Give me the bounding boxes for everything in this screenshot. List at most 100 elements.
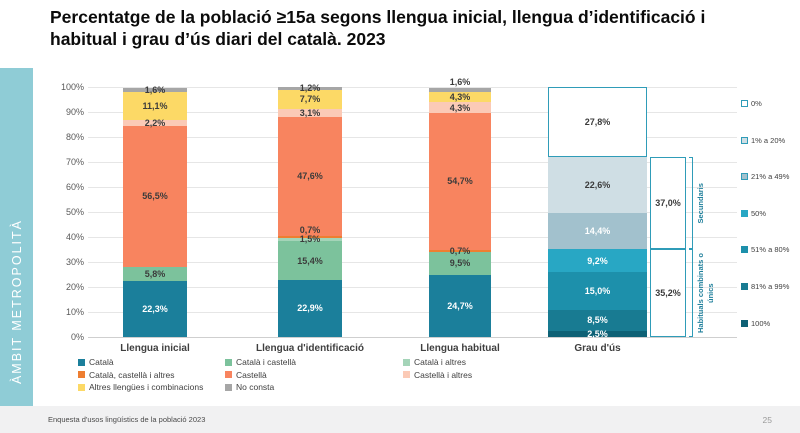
bar-segment-value-label: 1,5% bbox=[299, 234, 321, 245]
legend-item-label: 21% a 49% bbox=[751, 172, 790, 182]
bar-segment-value-label: 8,5% bbox=[587, 315, 608, 326]
bar-segment bbox=[429, 275, 491, 337]
legend-item-label: 100% bbox=[751, 318, 771, 328]
grid-line bbox=[88, 162, 737, 163]
bar-segment-value-label: 11,1% bbox=[142, 101, 168, 112]
legend-color-swatch bbox=[403, 358, 410, 366]
bar-segment bbox=[548, 156, 647, 213]
grid-line bbox=[88, 112, 737, 113]
bar-segment-value-label: 0,7% bbox=[449, 245, 471, 256]
legend-item: Català i altres bbox=[403, 357, 466, 367]
grau-legend-item: 100% bbox=[741, 319, 770, 328]
bar-segment-value-label: 15,4% bbox=[297, 255, 323, 266]
legend-item: Castellà i altres bbox=[403, 370, 472, 380]
bar-segment-value-label: 4,3% bbox=[449, 102, 471, 113]
grau-legend-item: 51% a 80% bbox=[741, 245, 789, 254]
bar-segment bbox=[429, 113, 491, 250]
bar-segment bbox=[278, 279, 342, 337]
page-number: 25 bbox=[762, 414, 772, 425]
bar-segment-value-label: 2,5% bbox=[587, 328, 608, 339]
grid-line bbox=[88, 262, 737, 263]
bar-segment-value-label: 15,0% bbox=[584, 285, 611, 296]
bar-segment-value-label: 22,9% bbox=[297, 303, 323, 314]
source-note: Enquesta d'usos lingüístics de la poblac… bbox=[48, 415, 206, 424]
legend-item-label: 50% bbox=[751, 208, 767, 218]
legend-color-swatch bbox=[741, 100, 748, 107]
grid-line bbox=[88, 337, 737, 338]
bar-segment bbox=[429, 87, 491, 92]
grau-legend-item: 50% bbox=[741, 209, 766, 218]
legend-item-label: 81% a 99% bbox=[751, 282, 790, 291]
bar-segment-value-label: 2,2% bbox=[144, 117, 166, 128]
legend-item-label: Castellà i altres bbox=[414, 369, 473, 380]
x-axis-category-label: Llengua habitual bbox=[420, 343, 500, 354]
bar-segment bbox=[123, 266, 187, 282]
annotation-group-label: Habituals combinats o únics bbox=[696, 253, 715, 334]
bar-segment bbox=[548, 330, 647, 337]
bar-segment-value-label: 1,6% bbox=[449, 76, 471, 87]
bar-segment bbox=[278, 235, 342, 238]
legend-color-swatch bbox=[741, 173, 748, 181]
annotation-bracket bbox=[689, 249, 693, 337]
bar-segment bbox=[123, 88, 187, 93]
grau-legend-item: 1% a 20% bbox=[741, 136, 785, 145]
bar-segment bbox=[278, 89, 342, 109]
y-axis-tick-label: 20% bbox=[65, 282, 84, 292]
y-axis-tick-label: 90% bbox=[65, 107, 84, 117]
bar-segment bbox=[123, 92, 187, 120]
y-axis-tick-label: 60% bbox=[65, 182, 84, 192]
bar-segment-value-label: 9,2% bbox=[587, 255, 608, 266]
legend-color-swatch bbox=[225, 358, 232, 366]
bar-segment bbox=[548, 87, 647, 157]
legend-item: Altres llengües i combinacions bbox=[78, 382, 203, 392]
bar-segment bbox=[548, 272, 647, 310]
bar-segment bbox=[278, 237, 342, 242]
legend-item: Castellà bbox=[225, 370, 267, 380]
y-axis-tick-label: 40% bbox=[65, 232, 84, 242]
legend-color-swatch bbox=[741, 136, 748, 144]
legend-item-label: Castellà bbox=[236, 369, 267, 380]
bar-segment-value-label: 7,7% bbox=[299, 94, 321, 105]
grid-line bbox=[88, 312, 737, 313]
bar-segment-value-label: 27,8% bbox=[584, 116, 611, 127]
grau-legend-item: 21% a 49% bbox=[741, 172, 789, 181]
legend-color-swatch bbox=[741, 246, 748, 254]
bar-segment bbox=[548, 309, 647, 331]
legend-color-swatch bbox=[78, 358, 85, 366]
legend-item: Català, castellà i altres bbox=[78, 370, 175, 380]
bar-segment bbox=[548, 213, 647, 249]
bar-segment bbox=[429, 251, 491, 276]
legend-item: Català i castellà bbox=[225, 357, 296, 367]
grau-legend-item: 0% bbox=[741, 99, 762, 108]
x-axis-category-label: Grau d'ús bbox=[574, 343, 621, 354]
bar-segment-value-label: 24,7% bbox=[447, 301, 473, 312]
bar-segment-value-label: 22,6% bbox=[584, 179, 611, 190]
footer: Enquesta d'usos lingüístics de la poblac… bbox=[0, 406, 800, 433]
bar-segment-value-label: 3,1% bbox=[299, 107, 321, 118]
grid-line bbox=[88, 87, 737, 88]
bar-segment bbox=[278, 116, 342, 236]
legend-item-label: 0% bbox=[751, 99, 762, 108]
legend-item-label: Català bbox=[89, 357, 114, 367]
annotation-sum-box: 35,2% bbox=[650, 249, 686, 337]
x-axis-category-label: Llengua inicial bbox=[120, 343, 190, 354]
y-axis-tick-label: 10% bbox=[65, 307, 84, 317]
legend-item-label: 51% a 80% bbox=[751, 245, 790, 255]
legend-item-label: Català i castellà bbox=[236, 357, 297, 367]
bar-segment bbox=[123, 120, 187, 126]
y-axis-tick-label: 80% bbox=[65, 132, 84, 142]
bar-segment-value-label: 1,2% bbox=[299, 83, 321, 94]
annotation-sum-box: 37,0% bbox=[650, 156, 686, 249]
y-axis-tick-label: 0% bbox=[70, 332, 84, 342]
legend-item-label: Altres llengües i combinacions bbox=[89, 382, 204, 393]
bar-segment-value-label: 54,7% bbox=[447, 176, 473, 187]
page-title: Percentatge de la població ≥15a segons l… bbox=[50, 7, 706, 50]
bar-segment-value-label: 14,4% bbox=[584, 226, 611, 236]
bar-segment-value-label: 0,7% bbox=[299, 225, 321, 236]
legend-color-swatch bbox=[741, 209, 748, 217]
bar-segment bbox=[123, 125, 187, 267]
legend-item: No consta bbox=[225, 382, 274, 392]
bar-segment bbox=[548, 249, 647, 272]
